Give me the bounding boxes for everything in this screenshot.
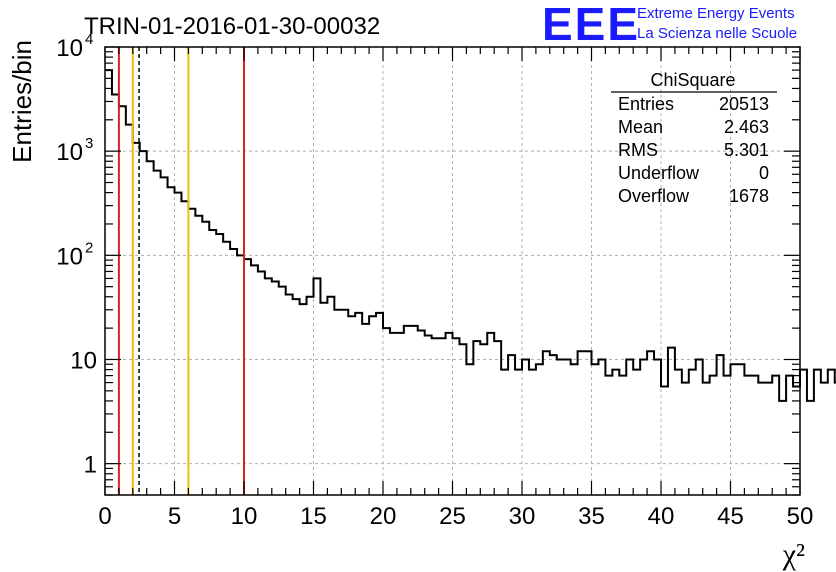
- y-tick-label-power: 10 4: [56, 31, 93, 62]
- stats-label: Underflow: [618, 163, 700, 183]
- stats-value: 5.301: [724, 140, 769, 160]
- x-tick-label: 40: [648, 503, 675, 530]
- x-tick-label: 20: [370, 503, 397, 530]
- histogram-series: [105, 69, 836, 402]
- x-axis-label: χ²: [782, 538, 805, 571]
- y-axis-label: Entries/bin: [7, 40, 37, 163]
- stats-value: 0: [759, 163, 769, 183]
- y-tick-label-power: 10 2: [56, 239, 93, 270]
- stats-label: RMS: [618, 140, 658, 160]
- cut-lines: [117, 47, 245, 495]
- y-tick-label-base: 10: [56, 139, 83, 166]
- y-tick-label-base: 10: [56, 243, 83, 270]
- stats-value: 1678: [729, 186, 769, 206]
- x-tick-label: 15: [300, 503, 327, 530]
- logo-mark: EEE: [542, 0, 640, 50]
- y-tick-label-power: 10 3: [56, 135, 93, 166]
- eee-logo: EEE Extreme Energy Events La Scienza nel…: [542, 0, 797, 50]
- stats-label: Mean: [618, 117, 663, 137]
- x-tick-label: 5: [168, 503, 181, 530]
- x-tick-label: 30: [509, 503, 536, 530]
- y-tick-label: 10: [70, 347, 97, 374]
- x-tick-label: 45: [717, 503, 744, 530]
- x-tick-label: 25: [439, 503, 466, 530]
- stats-rows: Entries 20513 Mean 2.463 RMS 5.301 Underflow 0 O…: [618, 94, 769, 206]
- stats-label: Entries: [618, 94, 674, 114]
- chart-title: TRIN-01-2016-01-30-00032: [84, 13, 380, 40]
- logo-line-2: La Scienza nelle Scuole: [637, 25, 797, 42]
- x-tick-label: 50: [787, 503, 814, 530]
- y-tick-label-base: 10: [56, 35, 83, 62]
- plot-frame: [104, 46, 801, 496]
- stats-title: ChiSquare: [650, 70, 735, 90]
- stats-label: Overflow: [618, 186, 690, 206]
- stats-value: 2.463: [724, 117, 769, 137]
- x-tick-label: 35: [578, 503, 605, 530]
- y-tick-label-exponent: 4: [85, 31, 93, 48]
- stats-value: 20513: [719, 94, 769, 114]
- stats-box: ChiSquare Entries 20513 Mean 2.463 RMS 5.301 U…: [611, 70, 777, 206]
- y-tick-label-exponent: 3: [85, 135, 93, 152]
- x-tick-label: 0: [98, 503, 111, 530]
- histogram-line: [105, 69, 836, 402]
- y-tick-label-exponent: 2: [85, 239, 93, 256]
- logo-line-1: Extreme Energy Events: [637, 5, 795, 22]
- x-tick-label: 10: [231, 503, 258, 530]
- y-tick-label: 1: [84, 452, 97, 479]
- grid: [105, 47, 800, 495]
